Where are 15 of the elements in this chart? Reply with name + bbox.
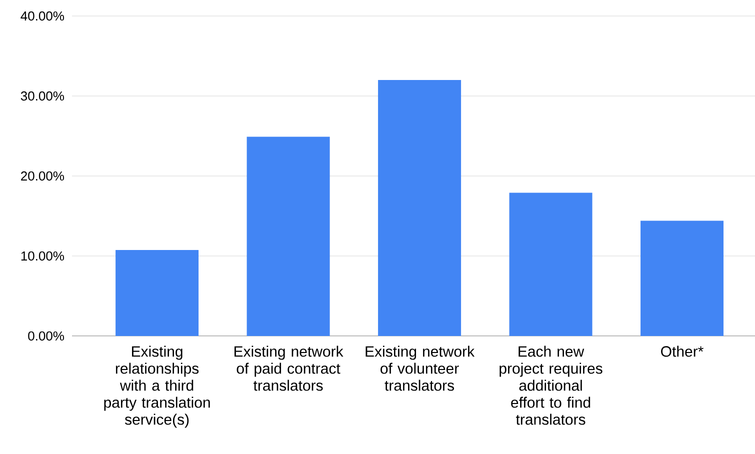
x-tick-label: Existing network of paid contract translators	[234, 346, 344, 391]
bar	[640, 220, 724, 336]
y-tick-label: 0.00%	[28, 331, 64, 341]
bar	[246, 136, 330, 336]
y-tick-label: 20.00%	[21, 171, 64, 181]
x-tick-label: Other*	[661, 346, 704, 357]
bar	[378, 80, 462, 336]
bar	[509, 192, 592, 336]
y-tick-label: 40.00%	[20, 11, 64, 21]
y-tick-label: 10.00%	[21, 251, 64, 261]
x-tick-label: Each new project requires additional effort to find translators	[500, 346, 602, 425]
x-tick-label: Existing relationships with a third party translation service(s)	[104, 346, 210, 428]
bar	[116, 250, 199, 336]
y-tick-label: 30.00%	[20, 91, 64, 101]
x-tick-label: Existing network of volunteer translators	[366, 346, 475, 391]
